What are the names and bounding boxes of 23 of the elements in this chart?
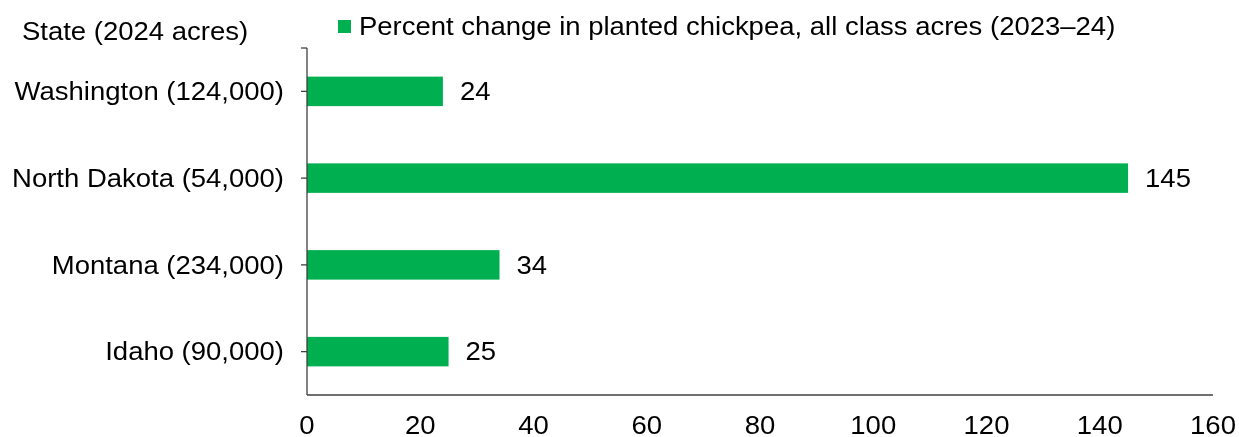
legend-label: Percent change in planted chickpea, all class acres (2023–24) <box>359 11 1116 41</box>
bar <box>307 250 500 280</box>
x-tick-label: 20 <box>404 410 436 437</box>
x-tick-label: 140 <box>1076 410 1123 437</box>
x-tick-label: 80 <box>744 410 776 437</box>
y-tick-label: Montana (234,000) <box>51 250 284 280</box>
data-label: 25 <box>465 337 497 367</box>
x-tick-label: 120 <box>963 410 1010 437</box>
y-axis-title: State (2024 acres) <box>21 16 249 46</box>
x-tick-label: 40 <box>518 410 549 437</box>
x-tick-label: 100 <box>850 410 897 437</box>
x-tick-label: 60 <box>631 410 663 437</box>
y-tick-label: Idaho (90,000) <box>105 337 284 367</box>
data-label: 24 <box>459 77 491 106</box>
data-label: 145 <box>1145 164 1191 193</box>
x-tick-label: 160 <box>1190 410 1236 437</box>
y-tick-label: North Dakota (54,000) <box>12 164 284 193</box>
data-label: 34 <box>516 250 548 280</box>
x-tick-label: 0 <box>299 410 315 437</box>
bar <box>307 76 443 107</box>
bar <box>307 163 1129 193</box>
y-tick-label: Washington (124,000) <box>14 77 284 106</box>
bar <box>307 336 449 367</box>
